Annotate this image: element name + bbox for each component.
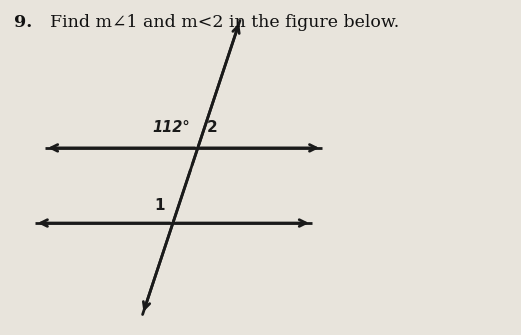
Text: Find m∠1 and m<2 in the figure below.: Find m∠1 and m<2 in the figure below.: [51, 14, 400, 31]
Text: 2: 2: [207, 120, 218, 135]
Text: 112°: 112°: [152, 120, 190, 135]
Text: 1: 1: [155, 198, 165, 213]
Text: 9.: 9.: [15, 14, 33, 31]
